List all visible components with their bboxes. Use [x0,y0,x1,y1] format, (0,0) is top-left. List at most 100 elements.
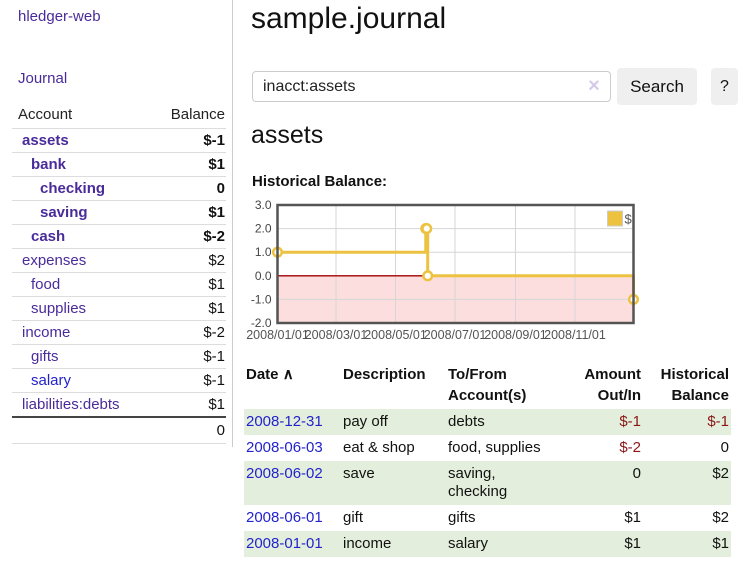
account-link[interactable]: assets [22,132,69,149]
sidebar: hledger-web Journal Account Balance asse… [0,0,233,447]
account-row: cash $-2 [12,224,226,249]
account-row: saving $1 [12,200,226,225]
transaction-balance: $1 [712,535,729,552]
transaction-accounts: gifts [448,509,476,526]
nav-journal-link[interactable]: Journal [18,70,68,87]
svg-text:2008/05/01: 2008/05/01 [364,328,427,342]
register-header-row: Date ∧ Description To/From Account(s) Amo… [244,361,731,409]
account-row: liabilities:debts $1 [12,392,226,417]
account-balance: $-1 [152,368,226,393]
account-link[interactable]: supplies [31,300,87,317]
transaction-accounts: debts [448,413,485,430]
account-balance: $-1 [152,128,226,153]
svg-text:2008/03/01: 2008/03/01 [305,328,368,342]
accounts-header-row: Account Balance [12,101,226,129]
account-balance: $2 [152,248,226,273]
svg-text:2008/01/01: 2008/01/01 [246,328,309,342]
transaction-date-link[interactable]: 2008-12-31 [246,413,323,430]
transaction-date-link[interactable]: 2008-01-01 [246,535,323,552]
transaction-balance: $-1 [707,413,729,430]
account-balance: $1 [152,152,226,177]
svg-text:2008/07/01: 2008/07/01 [424,328,487,342]
help-button[interactable]: ? [711,68,738,105]
account-balance: $-2 [152,320,226,345]
accounts-header-balance: Balance [170,106,225,123]
register-table-body: 2008-12-31 pay off debts $-1 $-1 2008-06… [244,409,731,557]
register-table: Date ∧ Description To/From Account(s) Amo… [244,361,731,557]
app-brand-link[interactable]: hledger-web [18,8,101,25]
search-input[interactable] [252,71,611,102]
account-link[interactable]: bank [31,156,67,173]
svg-text:1.0: 1.0 [255,245,272,259]
account-link[interactable]: expenses [22,252,87,269]
svg-text:-2.0: -2.0 [251,316,272,330]
accounts-total-row: 0 [12,416,226,444]
account-balance: $-1 [152,344,226,369]
transaction-amount: $1 [624,535,641,552]
transaction-balance: 0 [720,439,729,456]
chart-title: Historical Balance: [252,173,388,190]
account-row: assets $-1 [12,128,226,153]
account-link[interactable]: liabilities:debts [22,396,120,413]
account-row: food $1 [12,272,226,297]
accounts-total-balance: 0 [12,416,226,444]
transaction-description: eat & shop [343,439,415,456]
account-heading: assets [251,121,324,149]
svg-text:3.0: 3.0 [255,200,272,212]
register-header-description: Description [343,366,426,383]
chart-canvas[interactable]: 3.0 2.0 1.0 0.0 -1.0 -2.02008/01/012008/03/01… [240,198,700,350]
svg-text:2008/09/01: 2008/09/01 [484,328,547,342]
transaction-amount: $-1 [619,413,641,430]
accounts-table-body: assets $-1 bank $1 checking 0 saving $1 … [12,128,226,417]
account-row: expenses $2 [12,248,226,273]
transaction-amount: $1 [624,509,641,526]
register-row: 2008-06-02 save saving, checking 0 $2 [244,461,731,505]
account-row: bank $1 [12,152,226,177]
transaction-accounts: food, supplies [448,439,541,456]
clear-search-icon[interactable]: × [588,75,600,97]
page-title: sample.journal [251,2,447,35]
svg-text:0.0: 0.0 [255,269,272,283]
account-link[interactable]: income [22,324,71,341]
account-row: gifts $-1 [12,344,226,369]
register-header-date[interactable]: Date ∧ [246,366,294,383]
svg-text:-1.0: -1.0 [251,292,272,306]
account-link[interactable]: salary [31,372,72,389]
account-balance: $1 [152,200,226,225]
account-link[interactable]: saving [40,204,88,221]
account-balance: 0 [152,176,226,201]
account-balance: $1 [152,296,226,321]
account-balance: $1 [152,392,226,417]
transaction-description: gift [343,509,364,526]
transaction-date-link[interactable]: 2008-06-02 [246,465,323,482]
register-header-amount: Amount Out/In [584,366,641,404]
svg-text:2.0: 2.0 [255,222,272,236]
register-row: 2008-06-01 gift gifts $1 $2 [244,505,731,531]
svg-text:$: $ [625,212,633,227]
register-row: 2008-01-01 income salary $1 $1 [244,531,731,557]
account-link[interactable]: checking [40,180,106,197]
sort-asc-icon: ∧ [282,366,294,383]
transaction-description: income [343,535,392,552]
register-header-accounts: To/From Account(s) [448,366,527,404]
accounts-table: Account Balance assets $-1 bank $1 check… [12,101,226,444]
account-row: supplies $1 [12,296,226,321]
account-link[interactable]: cash [31,228,66,245]
register-header-balance: Historical Balance [660,366,729,404]
accounts-header-account: Account [18,106,73,123]
transaction-accounts: salary [448,535,489,552]
account-balance: $-2 [152,224,226,249]
transaction-date-link[interactable]: 2008-06-01 [246,509,323,526]
historical-balance-chart[interactable]: 3.0 2.0 1.0 0.0 -1.0 -2.0 2008/01/01 2008/03/01… [240,198,700,350]
account-link[interactable]: gifts [31,348,59,365]
transaction-balance: $2 [712,509,729,526]
account-row: salary $-1 [12,368,226,393]
svg-text:2008/11/01: 2008/11/01 [544,328,606,342]
account-link[interactable]: food [31,276,61,293]
transaction-accounts: saving, checking [448,465,508,500]
account-row: income $-2 [12,320,226,345]
transaction-date-link[interactable]: 2008-06-03 [246,439,323,456]
search-button[interactable]: Search [617,68,697,105]
account-balance: $1 [152,272,226,297]
